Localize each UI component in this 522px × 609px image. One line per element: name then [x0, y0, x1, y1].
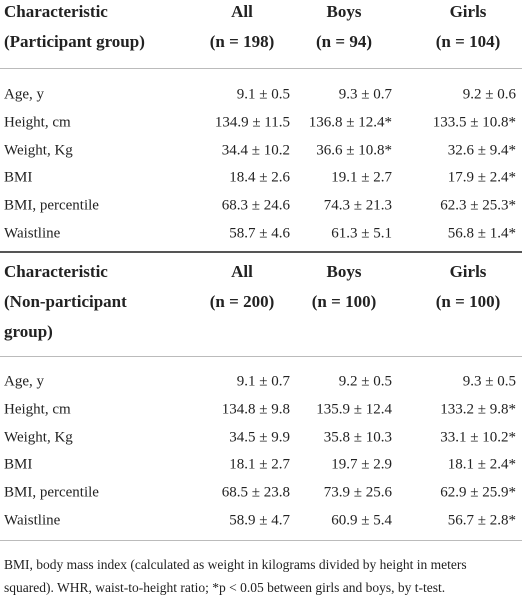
- cell: 34.5 ± 9.9: [229, 429, 290, 446]
- row-label: Age, y: [4, 373, 44, 390]
- cell: 134.8 ± 9.8: [221, 401, 290, 418]
- cell: 58.9 ± 4.7: [229, 512, 290, 529]
- cell: 60.9 ± 5.4: [331, 512, 392, 529]
- rule: [0, 251, 522, 253]
- column-n: (n = 94): [316, 32, 372, 51]
- row-label: BMI: [4, 456, 33, 473]
- cell: 33.1 ± 10.2*: [440, 429, 516, 446]
- rule: [0, 356, 522, 357]
- cell: 18.4 ± 2.6: [229, 169, 290, 186]
- header-label: (Non-participant: [4, 292, 127, 311]
- cell: 9.2 ± 0.5: [338, 373, 392, 390]
- cell: 133.5 ± 10.8*: [432, 114, 516, 131]
- cell: 9.1 ± 0.7: [236, 373, 290, 390]
- cell: 135.9 ± 12.4: [316, 401, 392, 418]
- header-label: Characteristic: [4, 2, 108, 21]
- cell: 58.7 ± 4.6: [229, 225, 290, 242]
- cell: 18.1 ± 2.4*: [447, 456, 516, 473]
- header-label: (Participant group): [4, 32, 145, 51]
- column-name: Boys: [326, 2, 362, 21]
- column-n: (n = 200): [209, 292, 275, 311]
- cell: 9.3 ± 0.5: [462, 373, 516, 390]
- row-label: Waistline: [4, 512, 61, 529]
- column-name: Girls: [449, 262, 487, 281]
- rule: [0, 540, 522, 541]
- cell: 35.8 ± 10.3: [323, 429, 392, 446]
- column-name: All: [231, 262, 253, 281]
- footnote: BMI, body mass index (calculated as weig…: [4, 557, 467, 595]
- cell: 62.9 ± 25.9*: [440, 484, 516, 501]
- cell: 17.9 ± 2.4*: [447, 169, 516, 186]
- cell: 68.5 ± 23.8: [221, 484, 290, 501]
- header-label: Characteristic: [4, 262, 108, 281]
- cell: 9.3 ± 0.7: [338, 86, 392, 103]
- cell: 62.3 ± 25.3*: [440, 197, 516, 214]
- cell: 133.2 ± 9.8*: [440, 401, 516, 418]
- rule: [0, 68, 522, 69]
- cell: 74.3 ± 21.3: [323, 197, 392, 214]
- cell: 18.1 ± 2.7: [229, 456, 290, 473]
- column-n: (n = 198): [209, 32, 275, 51]
- row-label: BMI, percentile: [4, 484, 99, 501]
- cell: 56.8 ± 1.4*: [447, 225, 516, 242]
- row-label: Weight, Kg: [4, 142, 73, 159]
- cell: 134.9 ± 11.5: [214, 114, 290, 131]
- cell: 68.3 ± 24.6: [221, 197, 290, 214]
- row-label: Waistline: [4, 225, 61, 242]
- row-label: BMI: [4, 169, 33, 186]
- header-label: group): [4, 322, 53, 341]
- column-name: Girls: [449, 2, 487, 21]
- column-n: (n = 104): [435, 32, 501, 51]
- cell: 36.6 ± 10.8*: [316, 142, 392, 159]
- column-name: Boys: [326, 262, 362, 281]
- cell: 56.7 ± 2.8*: [447, 512, 516, 529]
- column-name: All: [231, 2, 253, 21]
- column-n: (n = 100): [435, 292, 501, 311]
- cell: 34.4 ± 10.2: [221, 142, 290, 159]
- cell: 61.3 ± 5.1: [331, 225, 392, 242]
- row-label: Weight, Kg: [4, 429, 73, 446]
- cell: 9.1 ± 0.5: [236, 86, 290, 103]
- cell: 136.8 ± 12.4*: [308, 114, 392, 131]
- row-label: BMI, percentile: [4, 197, 99, 214]
- cell: 19.7 ± 2.9: [331, 456, 392, 473]
- cell: 19.1 ± 2.7: [331, 169, 392, 186]
- row-label: Height, cm: [4, 114, 71, 131]
- column-n: (n = 100): [311, 292, 377, 311]
- cell: 32.6 ± 9.4*: [447, 142, 516, 159]
- cell: 9.2 ± 0.6: [462, 86, 516, 103]
- cell: 73.9 ± 25.6: [323, 484, 392, 501]
- row-label: Age, y: [4, 86, 44, 103]
- row-label: Height, cm: [4, 401, 71, 418]
